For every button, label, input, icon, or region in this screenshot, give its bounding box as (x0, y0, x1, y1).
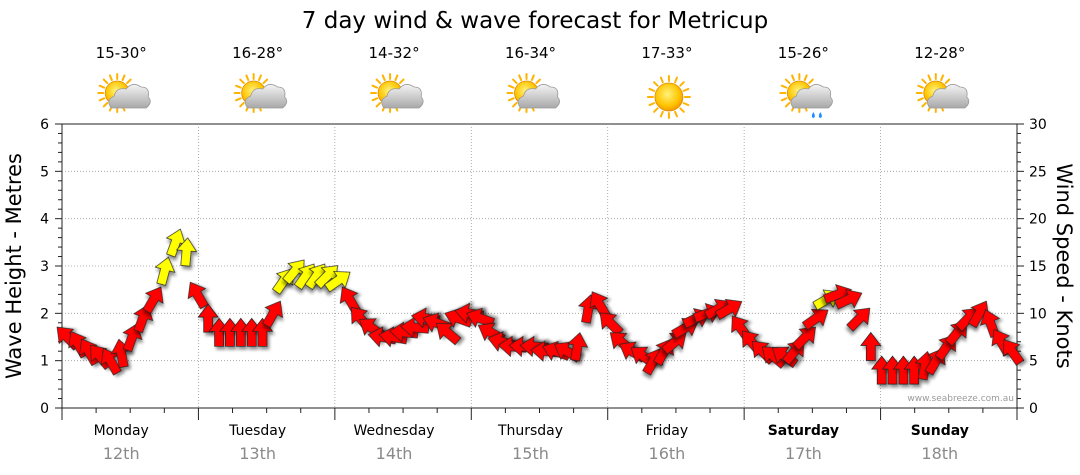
wind-arrow (142, 286, 164, 314)
wind-arrow (154, 256, 176, 286)
right-tick-label: 25 (1029, 164, 1047, 180)
showers-icon (779, 73, 833, 118)
day-date-label: 13th (239, 444, 276, 463)
wind-arrow (661, 332, 687, 355)
day-name-label: Thursday (497, 423, 563, 439)
wind-arrow (187, 281, 209, 310)
partly-cloudy-icon (370, 73, 424, 113)
wind-arrow (834, 289, 863, 310)
chart-title: 7 day wind & wave forecast for Metricup (302, 8, 768, 34)
wind-arrow (262, 300, 284, 329)
temperature-row: 15-30° 16-28° 14-32° 16-34° 17-33° 15-26° 12-2… (96, 44, 966, 62)
left-tick-label: 5 (40, 164, 49, 180)
wind-arrow (792, 326, 816, 351)
credit-text: www.seabreeze.com.au (907, 394, 1014, 404)
partly-cloudy-icon (233, 73, 288, 113)
sunny-icon (646, 75, 691, 119)
partly-cloudy-icon (915, 73, 970, 113)
temperature-label: 15-30° (96, 44, 147, 62)
day-date-label: 14th (376, 444, 413, 463)
wind-arrow (466, 307, 495, 328)
wind-arrow (599, 312, 624, 337)
wind-arrow (389, 321, 419, 343)
day-date-label: 15th (512, 444, 549, 463)
left-axis-title: Wave Height - Metres (2, 153, 26, 379)
day-name-label: Friday (646, 423, 688, 439)
day-name-label: Monday (94, 423, 149, 439)
plot-area: 0 1 2 3 4 5 6 0 5 10 15 20 25 30 (40, 117, 1047, 417)
temperature-label: 17-33° (641, 44, 692, 62)
right-axis-title: Wind Speed - Knots (1052, 163, 1076, 368)
wind-arrow (324, 271, 351, 293)
partly-cloudy-icon (506, 73, 560, 113)
left-tick-label: 4 (40, 212, 49, 228)
temperature-label: 16-28° (232, 44, 283, 62)
left-tick-label: 2 (40, 306, 49, 322)
day-date-label: 16th (649, 444, 686, 463)
weather-icon-row (97, 73, 970, 119)
wind-arrow (175, 237, 198, 267)
wind-arrow (1002, 339, 1025, 366)
right-tick-label: 5 (1029, 354, 1038, 370)
right-tick-label: 0 (1029, 401, 1038, 417)
day-name-label: Tuesday (228, 423, 286, 439)
x-axis: Monday 12th Tuesday 13th Wednesday 14th Thursd… (61, 408, 1018, 463)
wind-arrow (846, 307, 871, 332)
left-tick-label: 0 (40, 401, 49, 417)
wind-arrows (56, 228, 1025, 385)
gridlines (62, 124, 1017, 408)
partly-cloudy-icon (97, 73, 151, 113)
day-date-label: 18th (921, 444, 958, 463)
right-axis-ticks: 0 5 10 15 20 25 30 (1017, 117, 1047, 417)
wind-arrow (197, 303, 219, 333)
right-tick-label: 15 (1029, 259, 1047, 275)
left-tick-label: 6 (40, 117, 49, 133)
temperature-label: 16-34° (505, 44, 556, 62)
day-name-label: Sunday (911, 423, 969, 439)
day-name-label: Wednesday (354, 423, 435, 439)
wind-arrow (801, 308, 829, 331)
right-tick-label: 10 (1029, 306, 1047, 322)
temperature-label: 12-28° (914, 44, 965, 62)
day-name-label: Saturday (768, 423, 839, 439)
day-date-label: 17th (785, 444, 822, 463)
day-date-label: 12th (103, 444, 140, 463)
wind-arrow (567, 332, 589, 362)
wind-arrow (860, 331, 882, 361)
wind-arrow (714, 298, 743, 320)
temperature-label: 14-32° (369, 44, 420, 62)
temperature-label: 15-26° (778, 44, 829, 62)
left-tick-label: 3 (40, 259, 49, 275)
wind-arrow (378, 326, 408, 348)
right-tick-label: 20 (1029, 212, 1047, 228)
right-tick-label: 30 (1029, 117, 1047, 133)
left-tick-label: 1 (40, 354, 49, 370)
left-axis-ticks: 0 1 2 3 4 5 6 (40, 117, 62, 417)
